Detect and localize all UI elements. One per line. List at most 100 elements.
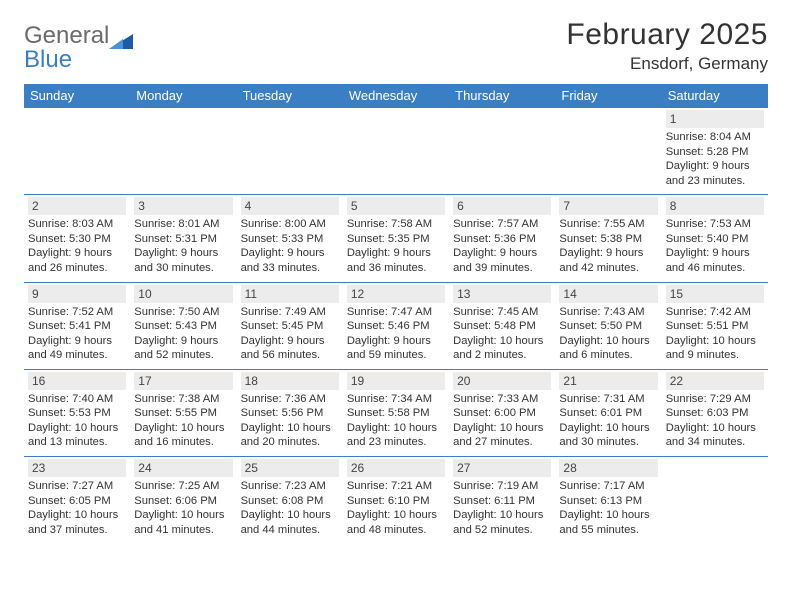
daylight-text: Daylight: 9 hours and 33 minutes. <box>241 246 339 275</box>
sunrise-text: Sunrise: 7:29 AM <box>666 392 764 407</box>
daylight-text: Daylight: 9 hours and 23 minutes. <box>666 159 764 188</box>
daylight-text: Daylight: 10 hours and 44 minutes. <box>241 508 339 537</box>
daylight-text: Daylight: 10 hours and 9 minutes. <box>666 334 764 363</box>
daylight-text: Daylight: 9 hours and 46 minutes. <box>666 246 764 275</box>
calendar-cell: 26Sunrise: 7:21 AMSunset: 6:10 PMDayligh… <box>343 457 449 544</box>
day-number: 9 <box>28 285 126 303</box>
weekday-header: Wednesday <box>343 84 449 108</box>
day-number: 10 <box>134 285 232 303</box>
sunrise-text: Sunrise: 7:53 AM <box>666 217 764 232</box>
daylight-text: Daylight: 10 hours and 41 minutes. <box>134 508 232 537</box>
day-number: 2 <box>28 197 126 215</box>
daylight-text: Daylight: 10 hours and 37 minutes. <box>28 508 126 537</box>
weekday-header: Sunday <box>24 84 130 108</box>
sunset-text: Sunset: 5:56 PM <box>241 406 339 421</box>
daylight-text: Daylight: 10 hours and 34 minutes. <box>666 421 764 450</box>
daylight-text: Daylight: 10 hours and 52 minutes. <box>453 508 551 537</box>
sunrise-text: Sunrise: 7:27 AM <box>28 479 126 494</box>
sunrise-text: Sunrise: 8:00 AM <box>241 217 339 232</box>
day-number: 7 <box>559 197 657 215</box>
daylight-text: Daylight: 9 hours and 56 minutes. <box>241 334 339 363</box>
daylight-text: Daylight: 9 hours and 39 minutes. <box>453 246 551 275</box>
sunrise-text: Sunrise: 7:17 AM <box>559 479 657 494</box>
day-number: 28 <box>559 459 657 477</box>
sunrise-text: Sunrise: 8:03 AM <box>28 217 126 232</box>
calendar-cell: 14Sunrise: 7:43 AMSunset: 5:50 PMDayligh… <box>555 282 661 369</box>
sunset-text: Sunset: 5:36 PM <box>453 232 551 247</box>
calendar-head: SundayMondayTuesdayWednesdayThursdayFrid… <box>24 84 768 108</box>
calendar-row: 16Sunrise: 7:40 AMSunset: 5:53 PMDayligh… <box>24 369 768 456</box>
calendar-row: 1Sunrise: 8:04 AMSunset: 5:28 PMDaylight… <box>24 108 768 195</box>
calendar-row: 2Sunrise: 8:03 AMSunset: 5:30 PMDaylight… <box>24 195 768 282</box>
sunrise-text: Sunrise: 7:47 AM <box>347 305 445 320</box>
sunrise-text: Sunrise: 7:34 AM <box>347 392 445 407</box>
calendar-cell: 20Sunrise: 7:33 AMSunset: 6:00 PMDayligh… <box>449 369 555 456</box>
calendar-cell: 6Sunrise: 7:57 AMSunset: 5:36 PMDaylight… <box>449 195 555 282</box>
calendar-cell: 10Sunrise: 7:50 AMSunset: 5:43 PMDayligh… <box>130 282 236 369</box>
sunrise-text: Sunrise: 7:57 AM <box>453 217 551 232</box>
sunset-text: Sunset: 5:33 PM <box>241 232 339 247</box>
sunset-text: Sunset: 6:11 PM <box>453 494 551 509</box>
day-number: 17 <box>134 372 232 390</box>
calendar-cell: 9Sunrise: 7:52 AMSunset: 5:41 PMDaylight… <box>24 282 130 369</box>
sunset-text: Sunset: 5:35 PM <box>347 232 445 247</box>
day-number: 25 <box>241 459 339 477</box>
daylight-text: Daylight: 9 hours and 59 minutes. <box>347 334 445 363</box>
day-number: 1 <box>666 110 764 128</box>
calendar-cell <box>24 108 130 195</box>
calendar-cell: 17Sunrise: 7:38 AMSunset: 5:55 PMDayligh… <box>130 369 236 456</box>
sunrise-text: Sunrise: 7:31 AM <box>559 392 657 407</box>
weekday-header: Monday <box>130 84 236 108</box>
daylight-text: Daylight: 10 hours and 48 minutes. <box>347 508 445 537</box>
sunset-text: Sunset: 6:05 PM <box>28 494 126 509</box>
calendar-cell <box>555 108 661 195</box>
sunset-text: Sunset: 5:30 PM <box>28 232 126 247</box>
calendar-cell: 28Sunrise: 7:17 AMSunset: 6:13 PMDayligh… <box>555 457 661 544</box>
day-number: 20 <box>453 372 551 390</box>
calendar-row: 23Sunrise: 7:27 AMSunset: 6:05 PMDayligh… <box>24 457 768 544</box>
weekday-header: Friday <box>555 84 661 108</box>
calendar-body: 1Sunrise: 8:04 AMSunset: 5:28 PMDaylight… <box>24 108 768 544</box>
calendar-cell <box>449 108 555 195</box>
calendar-cell <box>662 457 768 544</box>
calendar-cell <box>237 108 343 195</box>
sunrise-text: Sunrise: 7:21 AM <box>347 479 445 494</box>
sunset-text: Sunset: 6:13 PM <box>559 494 657 509</box>
page-title: February 2025 <box>566 18 768 52</box>
weekday-header: Tuesday <box>237 84 343 108</box>
day-number: 21 <box>559 372 657 390</box>
calendar-cell: 15Sunrise: 7:42 AMSunset: 5:51 PMDayligh… <box>662 282 768 369</box>
sunset-text: Sunset: 6:08 PM <box>241 494 339 509</box>
sunrise-text: Sunrise: 7:58 AM <box>347 217 445 232</box>
daylight-text: Daylight: 10 hours and 20 minutes. <box>241 421 339 450</box>
weekday-header: Saturday <box>662 84 768 108</box>
sunrise-text: Sunrise: 7:33 AM <box>453 392 551 407</box>
title-block: February 2025 Ensdorf, Germany <box>566 18 768 74</box>
sunrise-text: Sunrise: 7:55 AM <box>559 217 657 232</box>
sunrise-text: Sunrise: 7:50 AM <box>134 305 232 320</box>
calendar-cell <box>130 108 236 195</box>
day-number: 14 <box>559 285 657 303</box>
sunset-text: Sunset: 5:46 PM <box>347 319 445 334</box>
calendar-table: SundayMondayTuesdayWednesdayThursdayFrid… <box>24 84 768 543</box>
sunset-text: Sunset: 5:41 PM <box>28 319 126 334</box>
weekday-header: Thursday <box>449 84 555 108</box>
calendar-cell: 3Sunrise: 8:01 AMSunset: 5:31 PMDaylight… <box>130 195 236 282</box>
brand-word1: General <box>24 22 109 49</box>
sunset-text: Sunset: 5:53 PM <box>28 406 126 421</box>
day-number: 13 <box>453 285 551 303</box>
daylight-text: Daylight: 9 hours and 26 minutes. <box>28 246 126 275</box>
day-number: 23 <box>28 459 126 477</box>
brand-word2: Blue <box>24 46 72 73</box>
calendar-cell <box>343 108 449 195</box>
calendar-cell: 27Sunrise: 7:19 AMSunset: 6:11 PMDayligh… <box>449 457 555 544</box>
calendar-cell: 7Sunrise: 7:55 AMSunset: 5:38 PMDaylight… <box>555 195 661 282</box>
sunrise-text: Sunrise: 7:40 AM <box>28 392 126 407</box>
triangle-icon <box>109 31 135 51</box>
calendar-cell: 24Sunrise: 7:25 AMSunset: 6:06 PMDayligh… <box>130 457 236 544</box>
calendar-cell: 25Sunrise: 7:23 AMSunset: 6:08 PMDayligh… <box>237 457 343 544</box>
calendar-cell: 16Sunrise: 7:40 AMSunset: 5:53 PMDayligh… <box>24 369 130 456</box>
calendar-cell: 8Sunrise: 7:53 AMSunset: 5:40 PMDaylight… <box>662 195 768 282</box>
sunrise-text: Sunrise: 7:43 AM <box>559 305 657 320</box>
calendar-row: 9Sunrise: 7:52 AMSunset: 5:41 PMDaylight… <box>24 282 768 369</box>
